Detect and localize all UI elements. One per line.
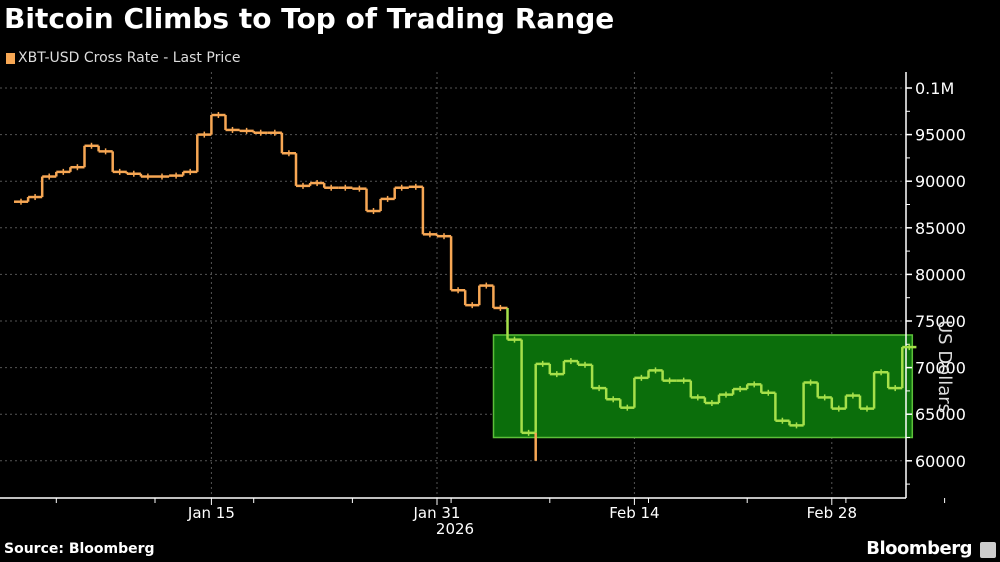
y-axis-label: US Dollars	[934, 320, 955, 414]
svg-text:75000: 75000	[915, 312, 966, 331]
svg-text:95000: 95000	[915, 126, 966, 145]
svg-text:65000: 65000	[915, 405, 966, 424]
svg-text:2026: 2026	[436, 520, 474, 538]
svg-text:85000: 85000	[915, 219, 966, 238]
bloomberg-logo: Bloomberg	[866, 538, 972, 559]
source-text: Source: Bloomberg	[4, 541, 155, 557]
svg-text:Jan 31: Jan 31	[413, 504, 461, 522]
legend: XBT-USD Cross Rate - Last Price	[6, 50, 241, 66]
chart-title: Bitcoin Climbs to Top of Trading Range	[4, 2, 615, 35]
svg-text:60000: 60000	[915, 452, 966, 471]
legend-swatch	[6, 52, 15, 64]
bloomberg-terminal-icon	[980, 542, 996, 558]
legend-label: XBT-USD Cross Rate - Last Price	[18, 50, 241, 66]
svg-text:Jan 15: Jan 15	[187, 504, 235, 522]
svg-text:Feb 28: Feb 28	[807, 504, 857, 522]
svg-text:90000: 90000	[915, 172, 966, 191]
svg-text:80000: 80000	[915, 265, 966, 284]
svg-text:70000: 70000	[915, 359, 966, 378]
svg-text:0.1M: 0.1M	[915, 79, 954, 98]
svg-text:Feb 14: Feb 14	[609, 504, 659, 522]
